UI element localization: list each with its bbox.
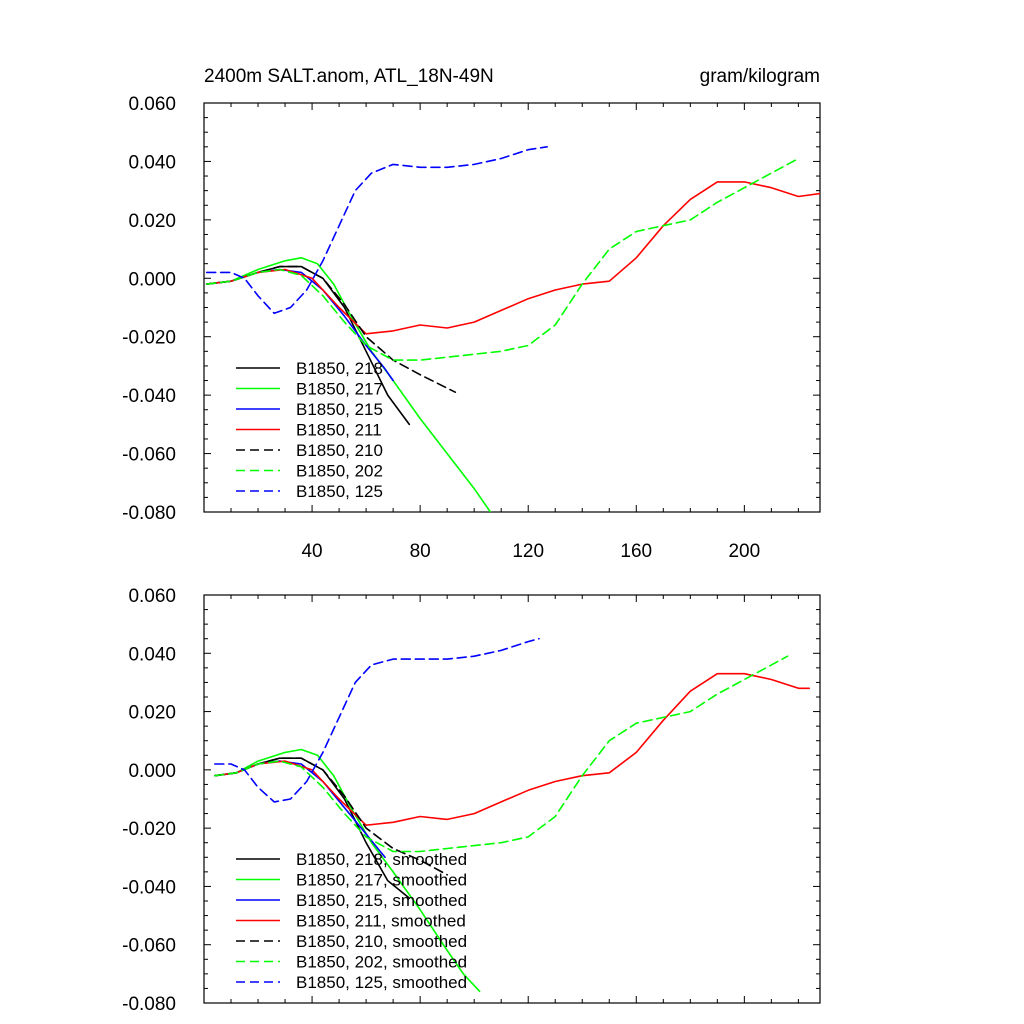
y-tick-label: 0.060 (128, 94, 176, 115)
series-line-3 (214, 760, 386, 859)
series-line-7 (214, 637, 540, 803)
y-tick-label: 0.000 (128, 269, 176, 290)
x-tick-label: 40 (301, 541, 322, 562)
series-line-6 (214, 655, 789, 853)
series-line-4 (205, 181, 820, 335)
legend-label: B1850, 215 (296, 400, 383, 419)
y-tick-label: -0.040 (122, 386, 176, 407)
series-line-2 (214, 748, 481, 993)
chart-panel-2: 0.060 0.040 0.020 0.000 -0.020 -0.040 -0.060 -0… (122, 586, 821, 1015)
series-line-7 (205, 146, 548, 315)
x-tick-label: 200 (728, 541, 760, 562)
legend-label: B1850, 202 (296, 462, 383, 481)
y-tick-label: -0.080 (122, 503, 176, 524)
chart-title-right: gram/kilogram (700, 66, 820, 87)
y-tick-label: -0.020 (122, 819, 176, 840)
y-tick-label: 0.000 (128, 761, 176, 782)
y-tick-label: 0.040 (128, 152, 176, 173)
y-tick-label: -0.060 (122, 445, 176, 466)
legend-label: B1850, 215, smoothed (296, 891, 467, 910)
y-tick-label: -0.060 (122, 936, 176, 957)
legend-label: B1850, 218 (296, 359, 383, 378)
y-tick-label: 0.040 (128, 644, 176, 665)
legend-label: B1850, 125 (296, 482, 383, 501)
x-tick-label: 120 (512, 541, 544, 562)
legend-label: B1850, 217, smoothed (296, 871, 467, 890)
legend-label: B1850, 211 (296, 421, 382, 440)
y-tick-label: -0.040 (122, 877, 176, 898)
series-group (214, 637, 811, 993)
series-line-6 (205, 157, 800, 361)
legend-label: B1850, 210 (296, 441, 383, 460)
series-line-4 (214, 672, 811, 827)
legend-label: B1850, 217 (296, 380, 383, 399)
series-line-2 (205, 256, 492, 512)
x-tick-label: 160 (620, 541, 652, 562)
y-tick-label: -0.020 (122, 328, 176, 349)
y-tick-label: 0.060 (128, 586, 176, 607)
x-tick-label: 80 (410, 541, 431, 562)
series-group (205, 146, 820, 512)
legend-label: B1850, 210, smoothed (296, 932, 467, 951)
y-tick-label: -0.080 (122, 994, 176, 1015)
y-tick-label: 0.020 (128, 211, 176, 232)
legend-label: B1850, 202, smoothed (296, 953, 467, 972)
chart-panel-1: 0.060 0.040 0.020 0.000 -0.020 -0.040 -0.060 -0… (122, 94, 821, 562)
legend-label: B1850, 211, smoothed (296, 912, 466, 931)
legend-label: B1850, 125, smoothed (296, 973, 467, 992)
legend-label: B1850, 218, smoothed (296, 850, 467, 869)
chart-title-left: 2400m SALT.anom, ATL_18N-49N (204, 66, 494, 87)
y-tick-label: 0.020 (128, 703, 176, 724)
